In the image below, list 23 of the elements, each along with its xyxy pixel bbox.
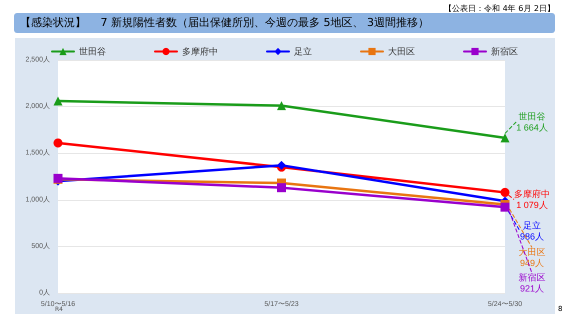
chart-title: 【感染状況】 7 新規陽性者数（届出保健所別、今週の最多 5地区、 3週間推移） bbox=[14, 13, 555, 33]
point bbox=[500, 188, 510, 197]
point bbox=[54, 96, 62, 106]
text: 足立 bbox=[523, 220, 541, 231]
data-label: 949人 bbox=[520, 258, 544, 268]
text: 新宿区 bbox=[518, 272, 546, 283]
data-label: 986人 bbox=[520, 232, 544, 242]
point bbox=[500, 202, 510, 212]
legend-label: 大田区 bbox=[388, 46, 415, 56]
legend-label: 足立 bbox=[294, 46, 312, 56]
point bbox=[500, 133, 510, 142]
text: 世田谷 bbox=[518, 111, 546, 122]
text: 多摩府中 bbox=[514, 188, 550, 199]
legend-label: 多摩府中 bbox=[182, 46, 218, 56]
legend-label: 世田谷 bbox=[79, 46, 106, 56]
data-label: 1 079人 bbox=[516, 200, 548, 210]
data-label: 1 664人 bbox=[516, 122, 548, 132]
chart-subtitle: 【公表日：令和 4年 6月 2日】 bbox=[444, 3, 555, 14]
point bbox=[277, 101, 286, 110]
point bbox=[54, 138, 62, 148]
point bbox=[277, 183, 286, 192]
legend-label: 新宿区 bbox=[491, 46, 518, 56]
data-label: 921人 bbox=[520, 284, 544, 294]
